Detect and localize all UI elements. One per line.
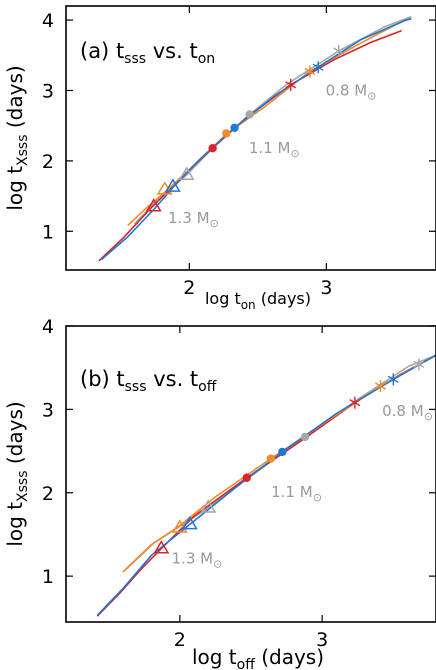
marker-asterisk-m13 bbox=[285, 78, 297, 91]
mass-label: 0.8 M⊙ bbox=[326, 81, 377, 102]
panel-a: 2 3 1 2 3 4 (a) tsss vs. ton 0.8 M⊙ 1.1 M⊙ 1.3 M⊙… bbox=[3, 5, 436, 312]
marker-triangle-m11 bbox=[164, 178, 181, 192]
curves bbox=[98, 15, 412, 262]
y-tick-label: 2 bbox=[42, 483, 54, 505]
marker-asterisk-m13 bbox=[349, 396, 361, 409]
mass-label: 1.3 M⊙ bbox=[168, 209, 219, 230]
plot-frame bbox=[65, 325, 436, 623]
mass-label: 0.8 M⊙ bbox=[382, 402, 433, 423]
marker-asterisk-m11 bbox=[387, 373, 399, 386]
panel-b: 2 3 1 2 3 4 (b) tsss vs. toff 0.8 M⊙ 1.1 M⊙ 1.3 M… bbox=[3, 316, 436, 670]
marker-circle-m13 bbox=[242, 473, 251, 482]
y-tick-label: 3 bbox=[42, 399, 54, 421]
marker-circle-m11 bbox=[278, 447, 287, 457]
marker-triangle-m13 bbox=[145, 198, 162, 212]
y-tick-label: 4 bbox=[42, 10, 54, 32]
series-line-m11 bbox=[96, 354, 436, 616]
curves bbox=[96, 354, 436, 617]
x-tick-label: 3 bbox=[320, 277, 332, 299]
mass-label: 1.1 M⊙ bbox=[271, 483, 322, 504]
marker-circle-m12 bbox=[222, 129, 231, 138]
mass-label: 1.1 M⊙ bbox=[249, 139, 300, 160]
marker-triangle-m13 bbox=[153, 540, 170, 554]
marker-circle-m08 bbox=[245, 110, 254, 119]
marker-asterisk-m08 bbox=[413, 358, 425, 371]
y-tick-label: 1 bbox=[42, 566, 54, 588]
marker-asterisk-m08 bbox=[333, 45, 345, 58]
marker-asterisk-m11 bbox=[312, 61, 324, 74]
marker-asterisk-m12 bbox=[375, 380, 386, 393]
x-tick-label: 2 bbox=[174, 629, 186, 651]
y-axis-label: log tXsss (days) bbox=[3, 401, 31, 546]
series-line-m12 bbox=[127, 17, 412, 227]
y-tick-label: 1 bbox=[42, 221, 54, 243]
marker-triangle-m08 bbox=[178, 166, 195, 180]
x-tick-label: 2 bbox=[183, 277, 195, 299]
y-tick-label: 4 bbox=[42, 316, 54, 338]
marker-circle-m12 bbox=[266, 454, 276, 463]
y-axis-label: log tXsss (days) bbox=[3, 65, 31, 210]
marker-triangle-m08 bbox=[200, 499, 217, 513]
x-tick-label: 3 bbox=[316, 629, 328, 651]
mass-label: 1.3 M⊙ bbox=[172, 550, 223, 571]
marker-circle-m11 bbox=[230, 123, 239, 132]
x-axis-label: log ton (days) bbox=[205, 289, 311, 312]
panel-title: (b) tsss vs. toff bbox=[80, 367, 217, 395]
series-line-m13 bbox=[96, 354, 436, 617]
marker-triangle-m11 bbox=[181, 515, 198, 530]
marker-circle-m08 bbox=[300, 432, 310, 442]
panel-title: (a) tsss vs. ton bbox=[80, 39, 215, 67]
marker-circle-m13 bbox=[208, 144, 217, 153]
y-tick-label: 3 bbox=[42, 80, 54, 102]
marker-triangle-m12 bbox=[171, 519, 188, 533]
plot-frame bbox=[65, 5, 436, 271]
y-tick-label: 2 bbox=[42, 151, 54, 173]
x-axis-label: log toff (days) bbox=[192, 645, 324, 670]
